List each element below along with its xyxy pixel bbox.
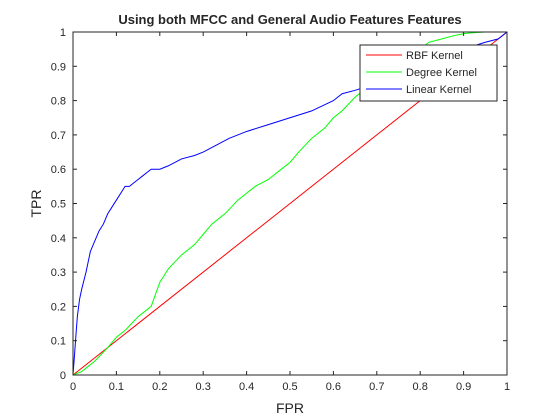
chart-title: Using both MFCC and General Audio Featur… (118, 12, 461, 27)
ticks-layer: 0 0.1 0.2 0.3 0.4 0.5 0.6 0.7 0.8 0.9 1 0 0.1 0.2 0.3 0… (51, 27, 510, 393)
x-tick-label: 0.9 (456, 381, 471, 393)
x-axis-label: FPR (276, 400, 304, 416)
x-tick-label: 0.8 (413, 381, 428, 393)
x-tick-label: 0.3 (196, 381, 211, 393)
x-tick-label: 0.5 (282, 381, 297, 393)
legend-box (359, 44, 498, 102)
y-tick-label: 0.5 (51, 199, 66, 211)
y-axis-label: TPR (28, 190, 44, 218)
y-tick-label: 0.4 (51, 233, 66, 245)
y-tick-label: 1 (60, 27, 66, 39)
y-tick-label: 0.3 (51, 267, 66, 279)
y-tick-label: 0.9 (51, 61, 66, 73)
x-tick-label: 0.1 (109, 381, 124, 393)
x-tick-label: 1 (504, 381, 510, 393)
legend-label: Degree Kernel (406, 67, 477, 79)
x-tick-label: 0.7 (369, 381, 384, 393)
y-tick-label: 0.6 (51, 164, 66, 176)
legend-label: Linear Kernel (406, 84, 471, 96)
y-tick-label: 0.7 (51, 130, 66, 142)
x-tick-label: 0 (70, 381, 76, 393)
y-tick-label: 0.8 (51, 96, 66, 108)
y-tick-label: 0.2 (51, 301, 66, 313)
x-tick-label: 0.2 (152, 381, 167, 393)
x-tick-label: 0.4 (239, 381, 254, 393)
y-tick-label: 0.1 (51, 336, 66, 348)
x-tick-label: 0.6 (326, 381, 341, 393)
legend: RBF Kernel Degree Kernel Linear Kernel (359, 44, 498, 102)
legend-label: RBF Kernel (406, 50, 463, 62)
y-tick-label: 0 (60, 370, 66, 382)
series-line-degree-kernel (72, 31, 507, 376)
